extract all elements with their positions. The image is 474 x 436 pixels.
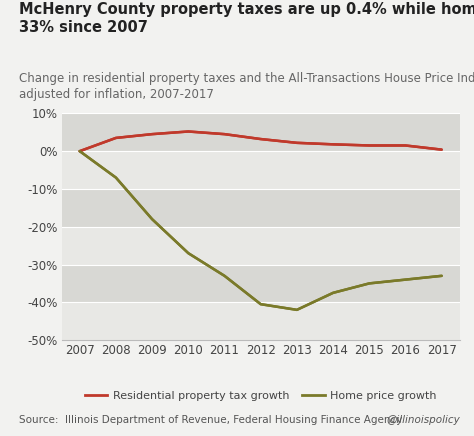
Bar <box>62 302 460 340</box>
Bar <box>62 227 460 265</box>
Text: Change in residential property taxes and the All-Transactions House Price Index,: Change in residential property taxes and… <box>19 72 474 102</box>
Bar <box>62 189 460 227</box>
Bar <box>62 113 460 151</box>
Legend: Residential property tax growth, Home price growth: Residential property tax growth, Home pr… <box>80 386 441 405</box>
Text: McHenry County property taxes are up 0.4% while home values are down
33% since 2: McHenry County property taxes are up 0.4… <box>19 2 474 35</box>
Bar <box>62 151 460 189</box>
Text: @illinoispolicy: @illinoispolicy <box>386 415 460 425</box>
Text: Source:  Illinois Department of Revenue, Federal Housing Finance Agency: Source: Illinois Department of Revenue, … <box>19 415 402 425</box>
Bar <box>62 265 460 302</box>
